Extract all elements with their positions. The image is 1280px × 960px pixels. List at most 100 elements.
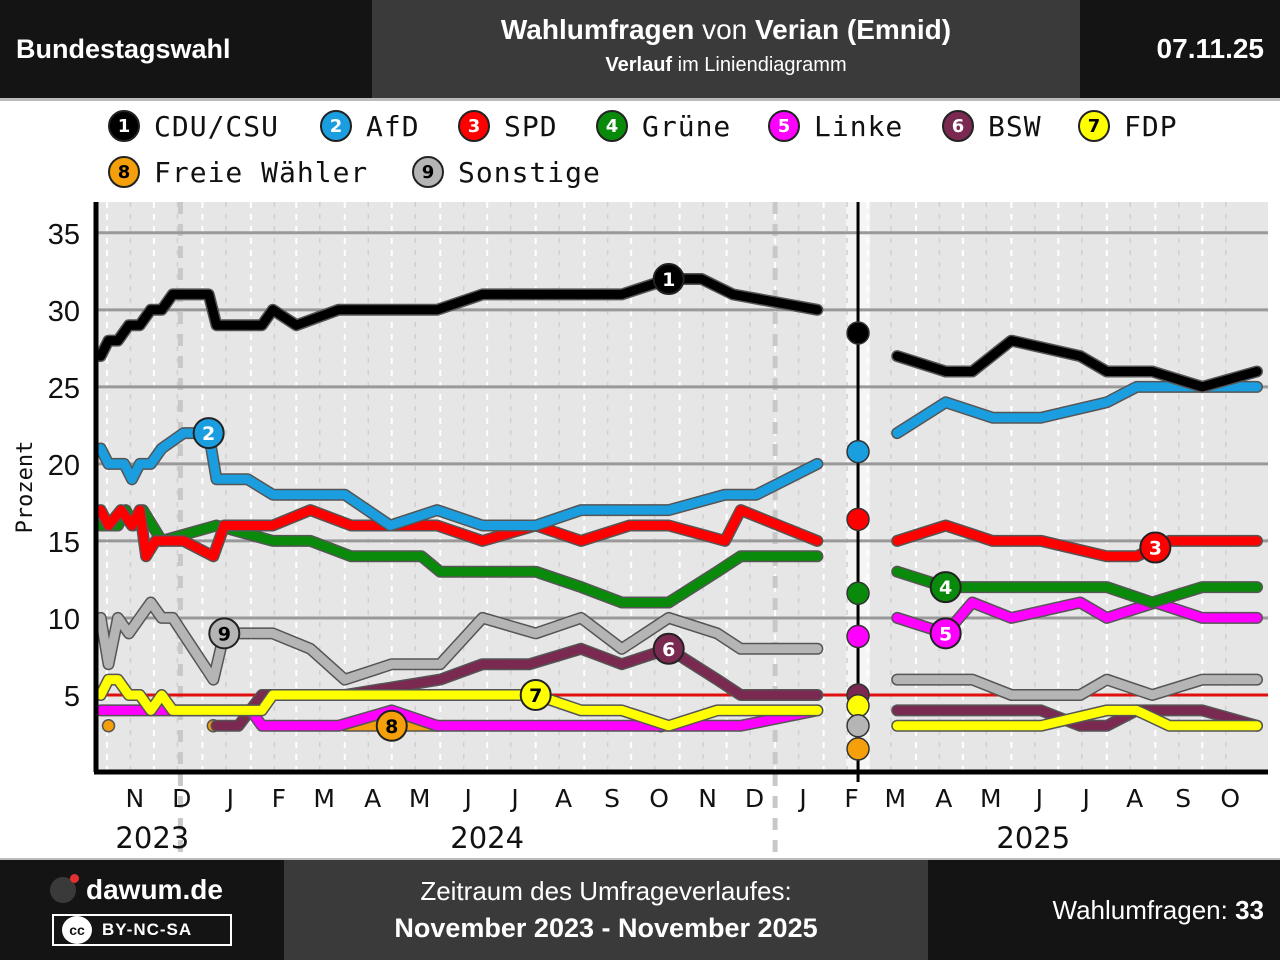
legend-label: CDU/CSU	[154, 109, 280, 143]
x-tick-label: A	[364, 784, 381, 813]
series-number-badge	[375, 709, 408, 742]
legend-item: 8 Freie Wähler	[108, 154, 368, 190]
legend-label: Linke	[814, 109, 904, 143]
header-divider	[0, 98, 1280, 101]
election-result-dot	[846, 624, 870, 649]
poll-count-block: Wahlumfragen: 33	[928, 860, 1280, 960]
x-tick-label: S	[604, 784, 620, 813]
footer-brand-block: dawum.de cc BY-NC-SA	[0, 860, 284, 960]
series-number-badge	[519, 678, 552, 711]
series-line	[96, 428, 822, 530]
x-tick-label: M	[409, 784, 431, 813]
brand-text: dawum.de	[86, 874, 223, 905]
election-result-dot	[846, 694, 870, 718]
series-number-label: 6	[662, 639, 675, 661]
series-number-label: 5	[939, 623, 952, 645]
y-tick-label: 10	[48, 604, 80, 636]
subtitle-part-1: Verlauf	[605, 54, 673, 76]
dawum-logo-icon	[50, 874, 79, 903]
series-number-badge	[208, 617, 241, 650]
x-tick-label: M	[885, 784, 907, 813]
date-block: 07.11.25	[1080, 0, 1280, 98]
chart-subtitle: Verlauf im Liniendiagramm	[372, 54, 1080, 77]
legend-badge: 6	[942, 110, 974, 142]
period-label: Zeitraum des Umfrageverlaufes:	[420, 876, 792, 906]
license-text: BY-NC-SA	[102, 920, 193, 939]
legend-label: BSW	[988, 109, 1042, 143]
series-line	[96, 675, 822, 731]
legend-label: Grüne	[642, 109, 732, 143]
election-result-dot	[846, 321, 870, 345]
series-number-label: 3	[1149, 538, 1162, 560]
date-text: 07.11.25	[1156, 33, 1264, 64]
brand-link[interactable]: dawum.de	[50, 874, 223, 906]
title-part-3: Verian (Emnid)	[755, 14, 952, 45]
election-result-dot	[846, 737, 870, 761]
series-number-label: 9	[218, 623, 231, 645]
legend-item: 3 SPD	[458, 108, 558, 144]
series-number-label: 1	[662, 269, 675, 291]
series-number-badge	[652, 632, 685, 665]
legend-badge: 4	[596, 110, 628, 142]
x-tick-label: O	[1220, 784, 1240, 813]
y-tick-label: 35	[48, 219, 80, 251]
period-block: Zeitraum des Umfrageverlaufes: November …	[284, 860, 928, 960]
x-year-label: 2024	[450, 821, 524, 855]
chart-title: Wahlumfragen von Verian (Emnid)	[372, 14, 1080, 46]
x-tick-label: A	[1126, 784, 1143, 813]
x-tick-label: D	[172, 784, 191, 813]
legend-badge: 8	[108, 156, 140, 188]
header-bar: Bundestagswahl Wahlumfragen von Verian (…	[0, 0, 1280, 98]
series-line	[892, 705, 1262, 731]
series-number-badge	[652, 263, 685, 296]
series-line	[892, 336, 1262, 392]
legend-item: 9 Sonstige	[412, 154, 601, 190]
y-tick-label: 25	[48, 373, 80, 405]
chart-title-block: Wahlumfragen von Verian (Emnid) Verlauf …	[372, 0, 1080, 98]
x-tick-label: A	[935, 784, 952, 813]
election-result-dot	[846, 507, 870, 532]
x-tick-label: J	[1081, 784, 1090, 813]
legend-label: SPD	[504, 109, 558, 143]
legend-label: Freie Wähler	[154, 155, 369, 189]
legend-badge: 1	[108, 110, 140, 142]
legend-badge: 2	[320, 110, 352, 142]
x-year-label: 2023	[115, 821, 189, 855]
title-part-1: Wahlumfragen	[500, 14, 695, 45]
x-tick-label: D	[745, 784, 764, 813]
x-tick-label: J	[797, 784, 806, 813]
y-tick-label: 15	[48, 527, 80, 559]
poll-count: Wahlumfragen: 33	[1053, 895, 1265, 926]
x-tick-label: O	[649, 784, 669, 813]
x-tick-label: J	[509, 784, 518, 813]
series-line	[892, 382, 1262, 438]
legend-item: 7 FDP	[1078, 108, 1178, 144]
election-name-text: Bundestagswahl	[16, 33, 231, 64]
legend-item: 4 Grüne	[596, 108, 731, 144]
x-tick-label: N	[698, 784, 717, 813]
series-number-badge	[929, 571, 962, 604]
poll-count-label: Wahlumfragen:	[1052, 894, 1228, 925]
x-tick-label: J	[225, 784, 234, 813]
series-point	[101, 719, 116, 733]
legend-item: 1 CDU/CSU	[108, 108, 279, 144]
x-tick-label: N	[126, 784, 145, 813]
x-tick-label: J	[1034, 784, 1043, 813]
plot-background	[96, 202, 1268, 772]
series-number-label: 7	[529, 685, 542, 707]
license-badge[interactable]: cc BY-NC-SA	[52, 914, 232, 946]
election-result-dot	[846, 714, 870, 738]
x-year-label: 2025	[996, 821, 1070, 855]
series-line	[96, 505, 822, 561]
series-number-badge	[1139, 531, 1172, 564]
subtitle-part-2: im Liniendiagramm	[672, 54, 847, 76]
legend-badge: 9	[412, 156, 444, 188]
x-tick-label: F	[272, 784, 286, 813]
series-number-badge	[192, 417, 225, 450]
period-value: November 2023 - November 2025	[394, 913, 818, 943]
x-tick-label: F	[844, 784, 858, 813]
cc-logo-icon: cc	[62, 916, 92, 944]
series-number-label: 4	[939, 577, 952, 599]
title-part-2: von	[694, 14, 756, 45]
